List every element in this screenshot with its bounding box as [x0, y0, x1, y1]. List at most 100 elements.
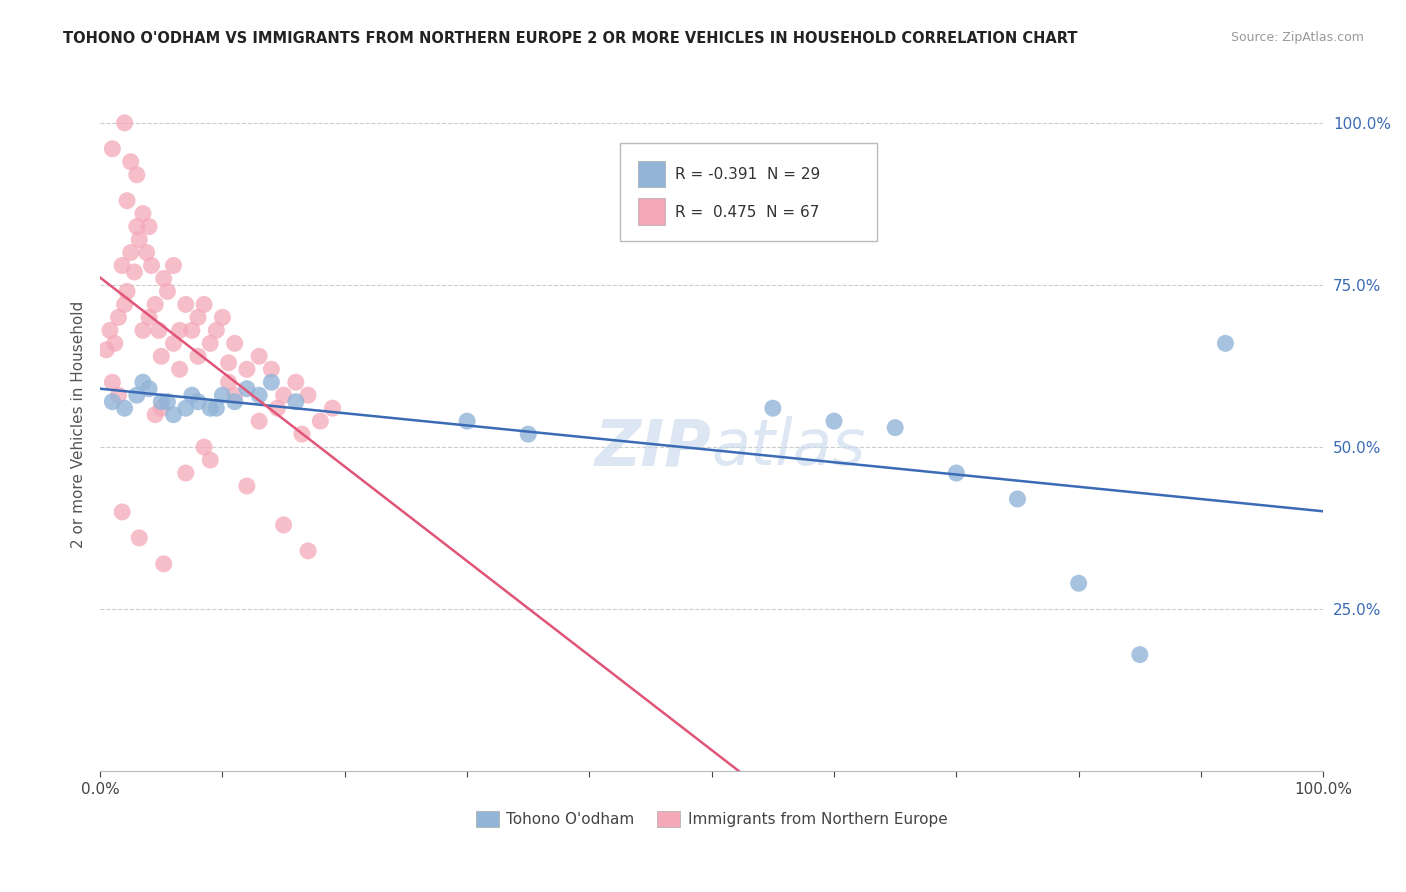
- Point: [162, 408, 184, 422]
- Point: [297, 544, 319, 558]
- Point: [1129, 648, 1152, 662]
- Point: [309, 414, 332, 428]
- Point: [132, 376, 155, 390]
- Point: [180, 388, 202, 402]
- Point: [114, 297, 136, 311]
- Point: [247, 414, 270, 428]
- Point: [150, 401, 173, 416]
- Text: Source: ZipAtlas.com: Source: ZipAtlas.com: [1230, 31, 1364, 45]
- Point: [128, 531, 150, 545]
- Point: [101, 394, 124, 409]
- Point: [1215, 336, 1237, 351]
- Point: [120, 154, 142, 169]
- Point: [96, 343, 118, 357]
- Point: [138, 310, 160, 325]
- Point: [884, 420, 907, 434]
- Text: ZIP: ZIP: [595, 416, 711, 478]
- Point: [125, 219, 148, 234]
- Point: [111, 505, 134, 519]
- Point: [322, 401, 344, 416]
- Text: atlas: atlas: [711, 416, 866, 478]
- Point: [104, 336, 127, 351]
- Point: [762, 401, 785, 416]
- Point: [143, 297, 166, 311]
- Point: [132, 206, 155, 220]
- Point: [823, 414, 845, 428]
- FancyBboxPatch shape: [620, 144, 877, 241]
- Point: [291, 427, 314, 442]
- Point: [218, 356, 240, 370]
- Point: [211, 388, 233, 402]
- Point: [260, 376, 283, 390]
- Point: [143, 408, 166, 422]
- Y-axis label: 2 or more Vehicles in Household: 2 or more Vehicles in Household: [72, 301, 86, 548]
- Point: [152, 271, 174, 285]
- Point: [284, 376, 307, 390]
- Point: [114, 116, 136, 130]
- Point: [114, 401, 136, 416]
- Point: [98, 323, 121, 337]
- Point: [517, 427, 540, 442]
- Point: [156, 285, 179, 299]
- Point: [211, 310, 233, 325]
- Legend: Tohono O'odham, Immigrants from Northern Europe: Tohono O'odham, Immigrants from Northern…: [470, 805, 953, 833]
- Point: [152, 557, 174, 571]
- Point: [205, 401, 228, 416]
- Point: [456, 414, 478, 428]
- Point: [224, 394, 246, 409]
- Point: [125, 168, 148, 182]
- Point: [162, 259, 184, 273]
- Point: [193, 440, 215, 454]
- Point: [138, 382, 160, 396]
- Point: [115, 194, 138, 208]
- Point: [273, 517, 295, 532]
- Point: [150, 394, 173, 409]
- Point: [266, 401, 288, 416]
- Point: [224, 388, 246, 402]
- Point: [132, 323, 155, 337]
- Point: [111, 259, 134, 273]
- Point: [162, 336, 184, 351]
- Point: [200, 401, 222, 416]
- Point: [174, 401, 197, 416]
- Point: [193, 297, 215, 311]
- Point: [187, 394, 209, 409]
- Point: [284, 394, 307, 409]
- Point: [138, 219, 160, 234]
- Point: [236, 362, 259, 376]
- Point: [945, 466, 967, 480]
- Point: [128, 233, 150, 247]
- Point: [174, 466, 197, 480]
- Point: [169, 323, 191, 337]
- Point: [141, 259, 163, 273]
- Point: [224, 336, 246, 351]
- Point: [124, 265, 146, 279]
- Point: [135, 245, 157, 260]
- Point: [236, 479, 259, 493]
- Point: [156, 394, 179, 409]
- Point: [247, 349, 270, 363]
- Point: [1007, 491, 1029, 506]
- Point: [236, 382, 259, 396]
- Point: [101, 376, 124, 390]
- Point: [247, 388, 270, 402]
- Text: TOHONO O'ODHAM VS IMMIGRANTS FROM NORTHERN EUROPE 2 OR MORE VEHICLES IN HOUSEHOL: TOHONO O'ODHAM VS IMMIGRANTS FROM NORTHE…: [63, 31, 1078, 46]
- Point: [260, 362, 283, 376]
- Point: [115, 285, 138, 299]
- Point: [273, 388, 295, 402]
- Point: [169, 362, 191, 376]
- Point: [101, 142, 124, 156]
- Point: [218, 376, 240, 390]
- Point: [107, 310, 129, 325]
- Point: [200, 336, 222, 351]
- Point: [120, 245, 142, 260]
- Bar: [638, 198, 665, 225]
- Point: [205, 323, 228, 337]
- Text: R = -0.391  N = 29: R = -0.391 N = 29: [675, 167, 820, 182]
- Point: [125, 388, 148, 402]
- Text: R =  0.475  N = 67: R = 0.475 N = 67: [675, 204, 820, 219]
- Point: [187, 349, 209, 363]
- Point: [107, 388, 129, 402]
- Point: [148, 323, 170, 337]
- Bar: [638, 161, 665, 187]
